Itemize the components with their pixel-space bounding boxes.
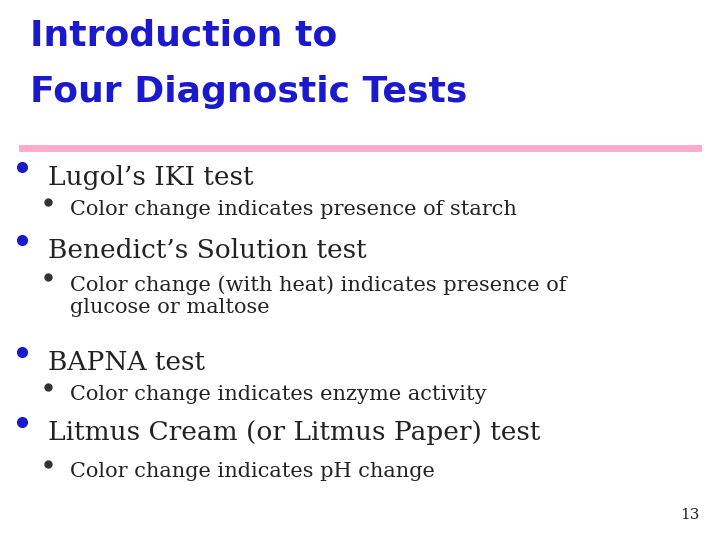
- Text: Litmus Cream (or Litmus Paper) test: Litmus Cream (or Litmus Paper) test: [48, 420, 541, 445]
- Text: BAPNA test: BAPNA test: [48, 350, 205, 375]
- Text: 13: 13: [680, 508, 700, 522]
- Text: Introduction to: Introduction to: [30, 18, 337, 52]
- Text: Lugol’s IKI test: Lugol’s IKI test: [48, 165, 253, 190]
- Text: Benedict’s Solution test: Benedict’s Solution test: [48, 238, 366, 263]
- Text: Color change (with heat) indicates presence of
glucose or maltose: Color change (with heat) indicates prese…: [70, 275, 567, 318]
- Text: Color change indicates enzyme activity: Color change indicates enzyme activity: [70, 385, 487, 404]
- Text: Color change indicates pH change: Color change indicates pH change: [70, 462, 435, 481]
- Text: Four Diagnostic Tests: Four Diagnostic Tests: [30, 75, 467, 109]
- Text: Color change indicates presence of starch: Color change indicates presence of starc…: [70, 200, 517, 219]
